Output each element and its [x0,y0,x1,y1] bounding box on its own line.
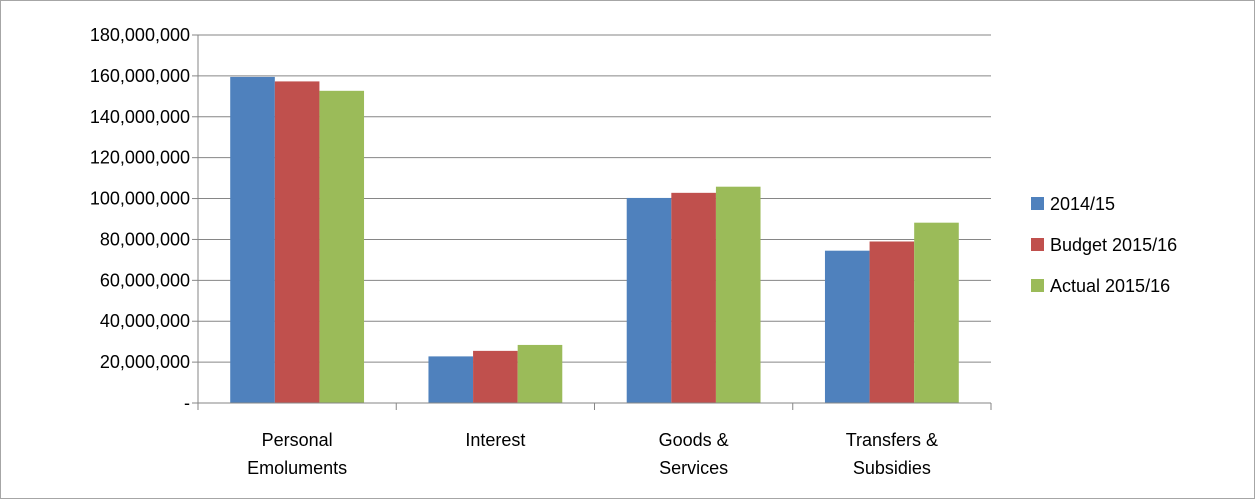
y-tick-label: 40,000,000 [100,311,190,331]
y-tick-label: 20,000,000 [100,352,190,372]
legend: 2014/15 Budget 2015/16 Actual 2015/16 [1031,194,1177,296]
y-tick-label: 120,000,000 [90,148,190,168]
y-tick-label: 180,000,000 [90,25,190,45]
bar [517,344,563,403]
legend-label: Actual 2015/16 [1050,276,1170,296]
legend-swatch [1031,197,1044,210]
bar [230,76,275,404]
x-category-label: Interest [465,430,525,450]
x-category-label: Transfers & [846,430,938,450]
y-tick-label: 60,000,000 [100,270,190,290]
bar [824,250,870,403]
x-category-label: Emoluments [247,458,347,478]
y-axis: - 20,000,000 40,000,000 60,000,000 80,000,00… [90,25,199,413]
bar [626,197,672,403]
bar [473,350,518,403]
x-axis: Personal Emoluments Interest Goods & Service… [197,402,992,478]
legend-label: 2014/15 [1050,194,1115,214]
x-category-label: Subsidies [853,458,931,478]
y-tick-label: 100,000,000 [90,189,190,209]
y-tick-label: 80,000,000 [100,229,190,249]
bar [869,241,915,403]
bars [230,76,959,404]
bar [319,90,365,404]
x-category-label: Personal [262,430,333,450]
legend-swatch [1031,279,1044,292]
y-tick-label: 160,000,000 [90,66,190,86]
x-category-label: Services [659,458,728,478]
bar [715,186,761,403]
legend-label: Budget 2015/16 [1050,235,1177,255]
y-tick-label: 140,000,000 [90,107,190,127]
bar [914,222,959,403]
bar [274,81,320,404]
y-tick-label: - [184,393,190,413]
legend-swatch [1031,238,1044,251]
bar [428,356,474,403]
x-category-label: Goods & [659,430,729,450]
bar [671,192,716,403]
